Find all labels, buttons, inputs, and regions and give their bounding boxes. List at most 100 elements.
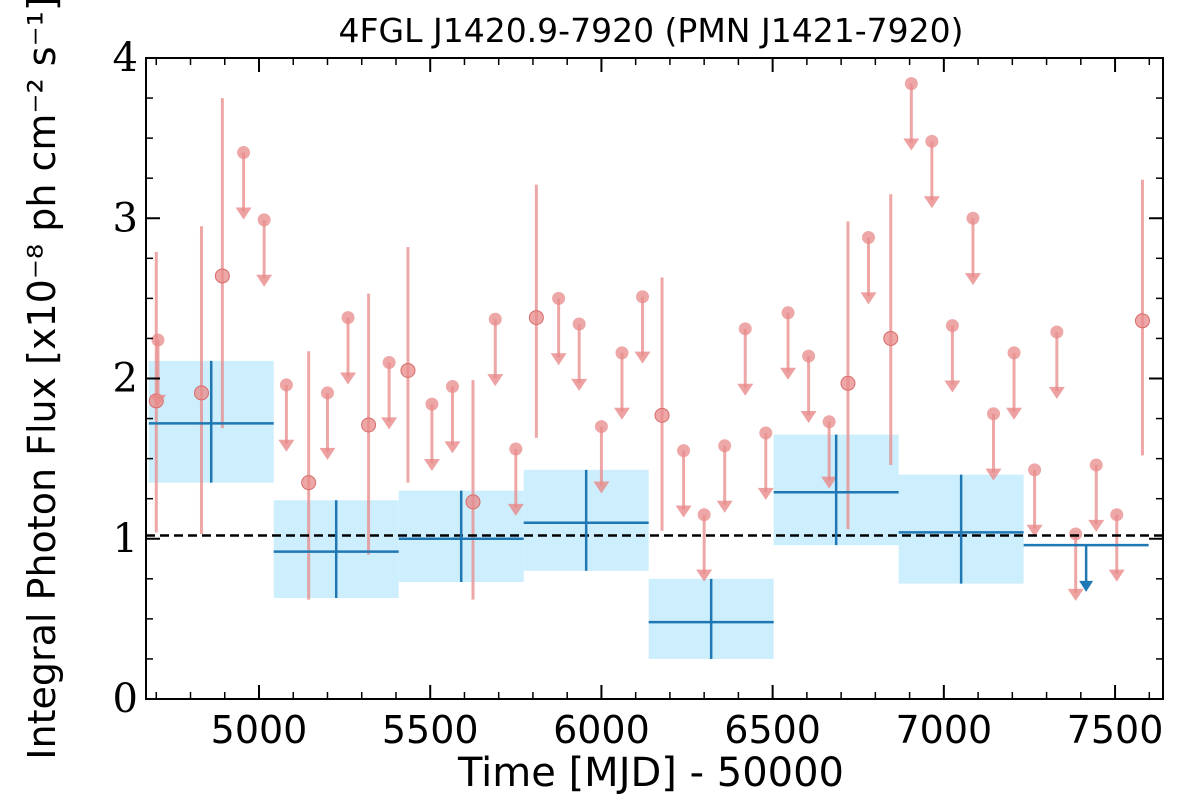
upper-limit-point [237,146,251,160]
upper-limit-arrow [381,417,398,430]
upper-limit-arrow [507,503,524,516]
upper-limit-point [1089,458,1103,472]
upper-limit-arrow [737,383,754,396]
axis-ticks: 5000 5500 6000 6500 7000 7500 0 1 2 3 4 [113,35,1164,752]
upper-limit-arrow [1067,588,1084,601]
x-tick-label: 7000 [895,708,992,752]
x-tick-label: 5000 [211,708,308,752]
upper-limit-point [151,333,165,347]
upper-limit-arrow [319,447,336,460]
y-tick-label: 1 [113,516,138,562]
upper-limit-arrow [1006,407,1023,420]
upper-limit-arrow [149,394,166,407]
upper-limit-arrow [340,372,357,385]
y-tick-label: 0 [113,676,138,722]
upper-limit-point [594,420,608,434]
upper-limit-point [759,426,773,440]
upper-limit-arrow [821,476,838,489]
upper-limit-arrow [593,481,610,494]
upper-limit-point [904,77,918,91]
upper-limit-point [966,211,980,225]
upper-limit-arrow [696,569,713,582]
upper-limit-arrow [278,439,295,452]
y-tick-label: 4 [113,35,138,81]
short-bin-point [400,362,416,378]
upper-limit-arrow [780,367,797,380]
upper-limit-point [445,380,459,394]
upper-limit-point [1110,508,1124,522]
x-tick-label: 7500 [1067,708,1164,752]
x-tick-label: 6500 [724,708,821,752]
y-axis-label: Integral Photon Flux [x10⁻⁸ ph cm⁻² s⁻¹] [20,0,64,760]
upper-limit-arrow [256,274,273,287]
upper-limit-arrow [423,459,440,472]
upper-limit-point [802,349,816,363]
short-bin-point [528,310,544,326]
short-bin-point [214,268,230,284]
upper-limit-point [509,442,523,456]
upper-limit-point [1050,325,1064,339]
upper-limit-point [341,311,355,325]
upper-limit-arrow [860,292,877,305]
upper-limit-arrow [923,196,940,209]
upper-limit-point [425,397,439,411]
upper-limit-point [615,346,629,360]
short-bin-point [465,494,481,510]
upper-limit-point [488,312,502,326]
upper-limit-arrow [235,207,252,220]
upper-limit-arrow [800,410,817,423]
long-bin-upper-limit-arrow [1079,580,1094,592]
upper-limit-arrow [444,441,461,454]
upper-limit-arrow [1108,569,1125,582]
y-tick-label: 2 [113,356,138,402]
upper-limit-arrow [550,353,567,366]
upper-limit-point [1007,346,1021,360]
upper-limit-point [552,291,566,305]
upper-limit-point [925,134,939,148]
upper-limit-arrow [675,505,692,518]
chart-title: 4FGL J1420.9-7920 (PMN J1421-7920) [339,11,964,50]
upper-limit-arrow [944,380,961,393]
upper-limit-point [320,386,334,400]
short-bin-point [193,385,209,401]
upper-limit-point [677,444,691,458]
y-tick-label: 3 [113,195,138,241]
upper-limit-point [1069,527,1083,541]
upper-limit-point [382,355,396,369]
short-bin-point [840,375,856,391]
upper-limit-arrow [964,273,981,286]
x-axis-label: Time [MJD] - 50000 [457,750,844,796]
short-bin-point [883,330,899,346]
upper-limit-arrow [1048,386,1065,399]
upper-limit-point [257,213,271,227]
short-bin-point [361,417,377,433]
upper-limit-point [572,317,586,331]
upper-limit-point [987,407,1000,421]
upper-limit-arrow [571,378,588,391]
upper-limit-point [279,378,293,392]
upper-limit-point [1028,463,1042,477]
upper-limit-point [822,415,836,429]
upper-limit-point [718,439,732,453]
upper-limit-point [738,322,752,336]
upper-limit-point [636,290,650,304]
upper-limit-point [781,306,795,320]
upper-limit-point [862,230,876,244]
x-tick-label: 5500 [382,708,479,752]
short-bin-point [654,407,670,423]
upper-limit-arrow [634,351,651,364]
upper-limit-point [945,319,959,333]
upper-limit-arrow [613,407,630,420]
upper-limit-arrow [1026,524,1043,537]
plot-area [146,77,1163,659]
upper-limit-point [697,508,711,522]
upper-limit-arrow [757,487,774,500]
upper-limit-arrow [716,500,733,513]
short-bin-point [1134,313,1150,329]
upper-limit-arrow [1088,519,1105,532]
upper-limit-arrow [903,138,920,151]
upper-limit-arrow [985,468,1002,481]
x-tick-label: 6000 [553,708,650,752]
upper-limit-arrow [487,374,504,387]
